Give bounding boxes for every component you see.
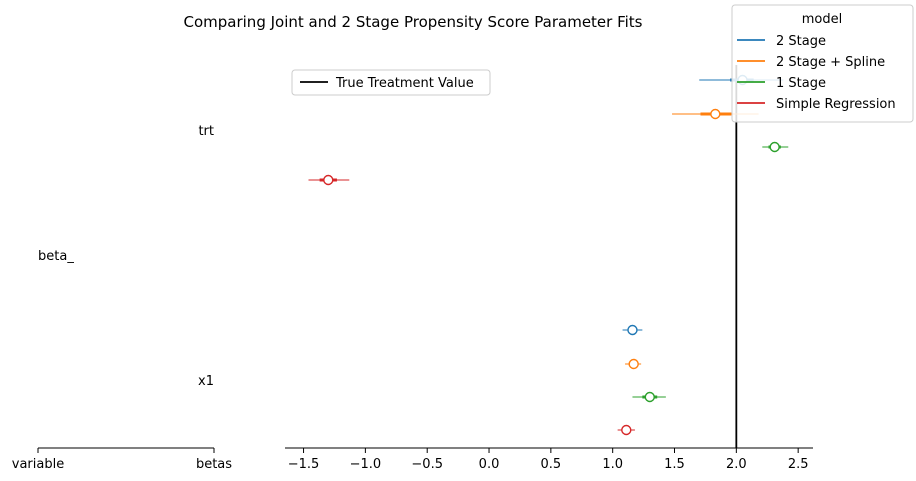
reference-legend: True Treatment Value	[291, 69, 491, 96]
forest-mark	[632, 391, 666, 403]
point-estimate	[323, 174, 334, 186]
x-tick-label: 0.0	[479, 457, 500, 472]
x-tick-label: 1.0	[602, 457, 623, 472]
model-legend: model 2 Stage 2 Stage + Spline 1 Stage Simp…	[731, 4, 914, 123]
legend-entry-label: Simple Regression	[776, 97, 896, 112]
group-label: beta_	[38, 249, 74, 264]
label-axis-variable: variable	[12, 457, 64, 472]
x-tick-label: 0.5	[541, 457, 562, 472]
point-estimate	[628, 358, 639, 370]
variable-label-x1: x1	[198, 374, 214, 389]
reference-legend-box	[291, 69, 491, 96]
model-legend-box	[731, 4, 914, 123]
point-estimate	[769, 141, 780, 153]
forest-mark	[617, 424, 635, 436]
variable-label-trt: trt	[198, 124, 214, 139]
x-tick-label: 1.5	[664, 457, 685, 472]
forest-mark	[625, 358, 642, 370]
point-estimate	[710, 108, 721, 120]
point-estimate	[621, 424, 632, 436]
forest-mark	[762, 141, 789, 153]
x-tick-label: 2.5	[788, 457, 809, 472]
chart-title: Comparing Joint and 2 Stage Propensity S…	[184, 13, 643, 31]
forest-mark	[308, 174, 350, 186]
point-estimate	[644, 391, 655, 403]
x-axis: −1.5 −1.0 −0.5 0.0 0.5 1.0 1.5 2.0 2.5	[285, 447, 813, 472]
legend-entry-label: 2 Stage + Spline	[776, 55, 885, 70]
forest-mark	[622, 324, 643, 336]
data-marks	[308, 74, 789, 436]
reference-legend-label: True Treatment Value	[335, 76, 474, 91]
x-tick-label: −1.5	[288, 457, 320, 472]
model-legend-title: model	[802, 12, 842, 27]
variable-label-panel: variable betas beta_ trt x1	[12, 124, 232, 472]
legend-entry-label: 2 Stage	[776, 34, 826, 49]
x-tick-label: 2.0	[726, 457, 747, 472]
x-tick-label: −1.0	[350, 457, 382, 472]
x-tick-label: −0.5	[411, 457, 443, 472]
point-estimate	[627, 324, 638, 336]
label-axis-betas: betas	[196, 457, 232, 472]
legend-entry-label: 1 Stage	[776, 76, 826, 91]
